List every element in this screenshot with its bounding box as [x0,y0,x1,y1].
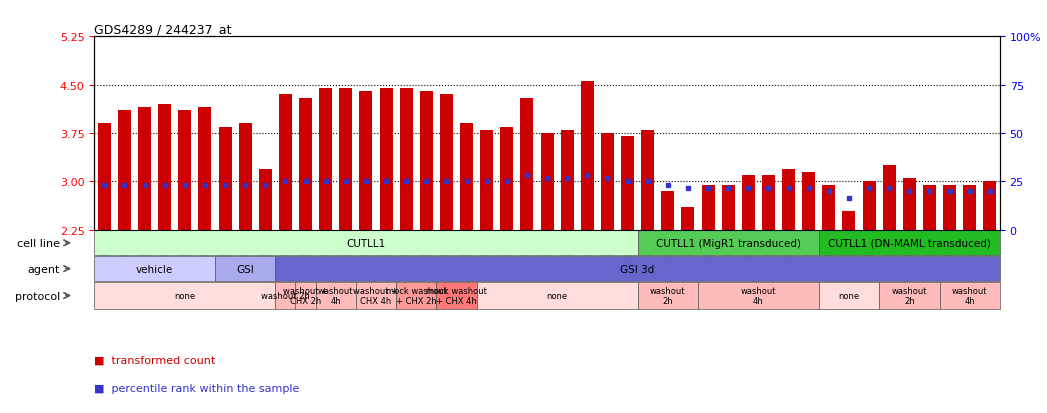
Bar [339,89,353,230]
Bar [400,89,413,230]
Bar [158,105,172,230]
Bar [802,172,816,230]
Bar [638,231,819,256]
Text: cell line: cell line [17,238,60,248]
Bar [879,282,939,309]
Bar [638,282,698,309]
Bar [94,282,275,309]
Bar [601,134,614,230]
Text: none: none [839,291,860,300]
Bar [420,92,432,230]
Bar [476,282,638,309]
Bar [701,185,715,230]
Bar [259,169,272,230]
Text: CUTLL1: CUTLL1 [347,238,385,248]
Bar [219,127,231,230]
Bar [560,131,574,230]
Bar [819,282,879,309]
Text: CUTLL1 (MigR1 transduced): CUTLL1 (MigR1 transduced) [655,238,801,248]
Bar [782,169,795,230]
Bar [359,92,373,230]
Bar [97,124,111,230]
Bar [822,185,836,230]
Bar [239,124,251,230]
Bar [581,82,594,230]
Text: ■  transformed count: ■ transformed count [94,354,216,364]
Bar [500,127,513,230]
Bar [943,185,956,230]
Bar [843,211,855,230]
Text: washout 2h: washout 2h [261,291,310,300]
Bar [682,208,694,230]
Bar [437,282,476,309]
Text: washout
4h: washout 4h [952,286,987,306]
Text: washout +
CHX 2h: washout + CHX 2h [283,286,328,306]
Text: mock washout
+ CHX 4h: mock washout + CHX 4h [426,286,487,306]
Bar [520,98,534,230]
Bar [662,192,674,230]
Text: ■  percentile rank within the sample: ■ percentile rank within the sample [94,383,299,393]
Bar [641,131,654,230]
Bar [939,282,1000,309]
Text: mock washout
+ CHX 2h: mock washout + CHX 2h [385,286,447,306]
Bar [762,176,775,230]
Bar [178,111,192,230]
Text: GDS4289 / 244237_at: GDS4289 / 244237_at [94,23,231,36]
Bar [863,182,875,230]
Text: GSI: GSI [237,264,254,274]
Bar [983,182,997,230]
Text: washout +
CHX 4h: washout + CHX 4h [354,286,399,306]
Bar [299,98,312,230]
Text: vehicle: vehicle [136,264,173,274]
Text: none: none [547,291,567,300]
Bar [698,282,819,309]
Bar [460,124,473,230]
Bar [315,282,356,309]
Bar [540,134,554,230]
Text: washout
2h: washout 2h [892,286,927,306]
Bar [275,282,295,309]
Text: protocol: protocol [15,291,60,301]
Bar [118,111,131,230]
Bar [295,282,315,309]
Bar [621,137,634,230]
Bar [440,95,453,230]
Bar [319,89,332,230]
Bar [138,108,151,230]
Bar [903,179,916,230]
Text: washout
4h: washout 4h [318,286,354,306]
Bar [963,185,976,230]
Bar [356,282,396,309]
Text: none: none [174,291,196,300]
Bar [379,89,393,230]
Bar [481,131,493,230]
Text: washout
4h: washout 4h [740,286,776,306]
Bar [275,256,1000,281]
Bar [883,166,896,230]
Bar [215,256,275,281]
Text: washout
2h: washout 2h [650,286,686,306]
Text: CUTLL1 (DN-MAML transduced): CUTLL1 (DN-MAML transduced) [828,238,990,248]
Bar [198,108,211,230]
Bar [721,185,735,230]
Bar [279,95,292,230]
Bar [741,176,755,230]
Text: GSI 3d: GSI 3d [621,264,654,274]
Bar [396,282,437,309]
Bar [94,231,638,256]
Bar [922,185,936,230]
Bar [94,256,215,281]
Text: agent: agent [27,264,60,274]
Bar [819,231,1000,256]
